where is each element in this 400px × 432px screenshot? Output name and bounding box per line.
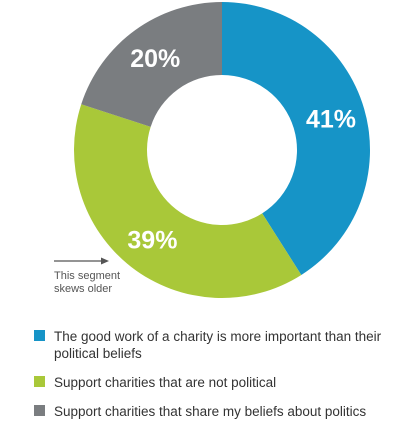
annotation-line-2: skews older — [54, 283, 113, 295]
arrow-right-icon — [54, 257, 109, 265]
legend-swatch — [34, 330, 45, 341]
chart-legend: The good work of a charity is more impor… — [34, 328, 384, 432]
legend-label: Support charities that are not political — [54, 375, 277, 390]
slice-value-label-3: 20% — [130, 45, 180, 73]
legend-label: The good work of a charity is more impor… — [54, 329, 382, 361]
slice-value-label-2: 39% — [127, 227, 177, 255]
slice-value-label-1: 41% — [306, 105, 356, 133]
donut-slice-3 — [81, 2, 222, 127]
legend-swatch — [34, 405, 45, 416]
donut-slice-1 — [222, 2, 371, 275]
segment-annotation: This segment skews older — [54, 270, 120, 296]
annotation-line-1: This segment — [54, 270, 121, 282]
legend-item-share-beliefs: Support charities that share my beliefs … — [34, 403, 384, 420]
donut-chart: 41% 39% 20% — [74, 2, 371, 299]
legend-item-not-political: Support charities that are not political — [34, 374, 384, 391]
legend-swatch — [34, 376, 45, 387]
legend-label: Support charities that share my beliefs … — [54, 404, 367, 419]
donut-slice-2 — [74, 104, 302, 299]
legend-item-charity-work: The good work of a charity is more impor… — [34, 328, 384, 362]
